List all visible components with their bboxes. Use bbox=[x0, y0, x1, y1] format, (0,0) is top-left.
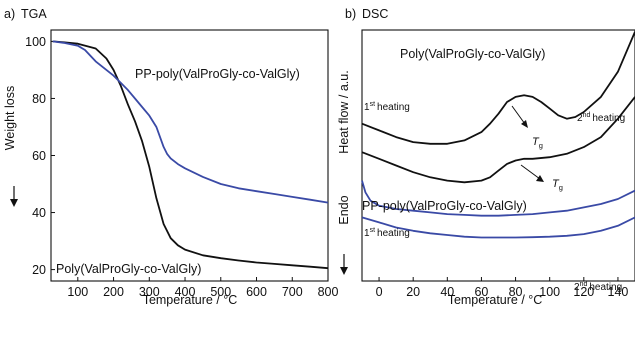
dsc-series-line-2 bbox=[361, 180, 635, 217]
tga-blue-series-label: PP-poly(ValProGly-co-ValGly) bbox=[135, 67, 300, 81]
tga-series-lines bbox=[52, 40, 329, 270]
tg-arrow-icon bbox=[511, 105, 528, 128]
tga-blue-series-label-text: PP-poly(ValProGly-co-ValGly) bbox=[135, 67, 300, 81]
dsc-ticks: 0 20 40 60 80 100 120 140 bbox=[376, 277, 629, 299]
dsc-series-line-0 bbox=[361, 31, 635, 145]
dsc-x-tick-label: 40 bbox=[440, 285, 454, 299]
dsc-ordinal-number: 2 bbox=[574, 282, 580, 293]
tga-black-series-label-text: Poly(ValProGly-co-ValGly) bbox=[56, 262, 201, 276]
tga-x-tick-label: 100 bbox=[67, 285, 88, 299]
dsc-x-tick-label: 100 bbox=[539, 285, 560, 299]
dsc-x-tick-label: 80 bbox=[509, 285, 523, 299]
dsc-y-axis-label: Heat flow / a.u. bbox=[337, 70, 351, 153]
dsc-panel: b) DSC Heat flow / a.u. Endo 0 20 40 60 80 10… bbox=[337, 7, 635, 307]
dsc-series-line-1 bbox=[361, 96, 635, 184]
tga-down-arrow-icon bbox=[10, 186, 18, 207]
tg-subscript: g bbox=[559, 183, 563, 192]
dsc-upper-group-label: Poly(ValProGly-co-ValGly) bbox=[400, 47, 545, 61]
dsc-ordinal-number: 1 bbox=[364, 228, 370, 239]
dsc-black-1st-heating-label: 1st heating bbox=[364, 101, 410, 113]
tg-arrow-icon bbox=[520, 164, 544, 182]
tga-y-tick-label: 60 bbox=[32, 149, 46, 163]
dsc-title: DSC bbox=[362, 7, 388, 21]
dsc-upper-group-label-text: Poly(ValProGly-co-ValGly) bbox=[400, 47, 545, 61]
tga-x-axis-label: Temperature / °C bbox=[143, 293, 238, 307]
dsc-ordinal-suffix: st bbox=[370, 227, 376, 234]
tga-y-tick-label: 100 bbox=[25, 35, 46, 49]
tga-series-line-1 bbox=[52, 40, 329, 204]
tga-panel-letter: a) bbox=[4, 7, 15, 21]
tga-y-axis-label: Weight loss bbox=[3, 86, 17, 150]
tga-x-tick-label: 500 bbox=[210, 285, 231, 299]
tga-y-tick-label: 20 bbox=[32, 263, 46, 277]
dsc-x-tick-label: 0 bbox=[376, 285, 383, 299]
dsc-plot-frame bbox=[361, 29, 635, 282]
tga-series-line-0 bbox=[52, 40, 329, 270]
dsc-heating-word: heating bbox=[592, 113, 625, 124]
dsc-panel-letter: b) bbox=[345, 7, 356, 21]
tga-y-tick-label: 40 bbox=[32, 206, 46, 220]
tg-label: Tg bbox=[552, 178, 563, 192]
dsc-heating-word: heating bbox=[377, 228, 410, 239]
tg-label: Tg bbox=[532, 136, 543, 150]
tga-panel: a) TGA Weight loss 100 200 300 400 500 600 700… bbox=[3, 7, 338, 307]
dsc-series-lines bbox=[361, 31, 635, 239]
dsc-ordinal-suffix: nd bbox=[580, 281, 588, 288]
dsc-endo-label: Endo bbox=[337, 195, 351, 224]
dsc-black-2nd-heating-label: 2nd heating bbox=[577, 112, 625, 124]
dsc-lower-group-label-text: PP-poly(ValProGly-co-ValGly) bbox=[362, 199, 527, 213]
tga-title: TGA bbox=[21, 7, 47, 21]
tga-y-tick-label: 80 bbox=[32, 92, 46, 106]
dsc-blue-1st-heating-label: 1st heating bbox=[364, 227, 410, 239]
dsc-heating-word: heating bbox=[377, 102, 410, 113]
tga-x-tick-label: 600 bbox=[246, 285, 267, 299]
tga-x-tick-label: 200 bbox=[103, 285, 124, 299]
dsc-x-axis-label: Temperature / °C bbox=[448, 293, 543, 307]
tga-x-tick-label: 400 bbox=[175, 285, 196, 299]
dsc-ordinal-number: 1 bbox=[364, 102, 370, 113]
dsc-x-tick-label: 120 bbox=[573, 285, 594, 299]
dsc-heating-word: heating bbox=[589, 282, 622, 293]
tga-black-series-label: Poly(ValProGly-co-ValGly) bbox=[56, 262, 201, 276]
tg-symbol: T bbox=[552, 178, 560, 190]
dsc-lower-group-label: PP-poly(ValProGly-co-ValGly) bbox=[362, 199, 527, 213]
dsc-ordinal-suffix: nd bbox=[583, 112, 591, 119]
dsc-blue-2nd-heating-label: 2nd heating bbox=[574, 281, 622, 293]
tga-x-tick-label: 300 bbox=[139, 285, 160, 299]
tg-symbol: T bbox=[532, 136, 540, 148]
tga-ticks: 100 200 300 400 500 600 700 800 20 40 60 80 100 bbox=[25, 35, 338, 299]
dsc-ordinal-number: 2 bbox=[577, 113, 583, 124]
dsc-x-tick-label: 20 bbox=[406, 285, 420, 299]
dsc-ordinal-suffix: st bbox=[370, 101, 376, 108]
dsc-series-line-3 bbox=[361, 216, 635, 239]
tga-x-tick-label: 700 bbox=[282, 285, 303, 299]
dsc-endo-down-arrow-icon bbox=[340, 254, 348, 275]
dsc-x-tick-label: 140 bbox=[608, 285, 629, 299]
tga-x-tick-label: 800 bbox=[318, 285, 339, 299]
dsc-x-tick-label: 60 bbox=[474, 285, 488, 299]
tg-subscript: g bbox=[539, 141, 543, 150]
